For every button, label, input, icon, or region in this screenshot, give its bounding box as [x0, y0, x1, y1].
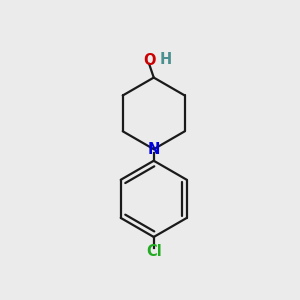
Text: O: O [143, 53, 155, 68]
Text: H: H [159, 52, 171, 67]
Text: Cl: Cl [146, 244, 162, 260]
Text: N: N [148, 142, 160, 157]
